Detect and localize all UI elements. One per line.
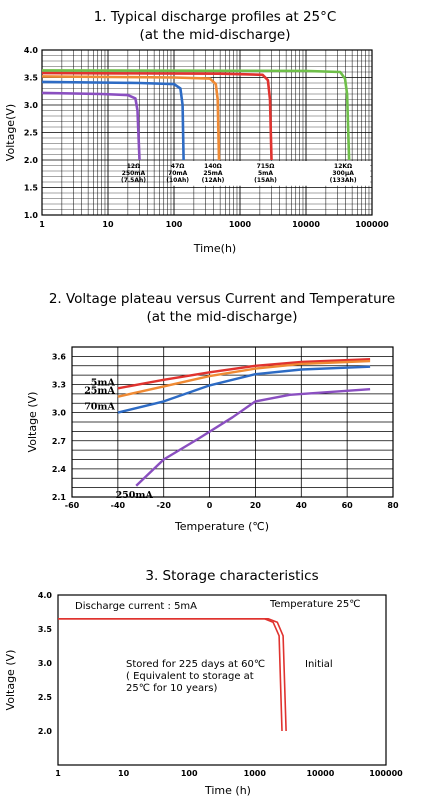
x-tick-label: 1 — [39, 220, 45, 229]
label-strip — [172, 161, 370, 186]
chart-subtitle: (at the mid-discharge) — [140, 27, 291, 43]
y-tick-label: 2.1 — [52, 493, 67, 502]
y-tick-label: 2.0 — [24, 156, 39, 165]
y-tick-label: 3.0 — [52, 409, 67, 418]
y-axis-label: Voltage(V) — [4, 104, 17, 161]
annotation-discharge-current: Discharge current : 5mA — [75, 601, 197, 612]
y-tick-label: 1.0 — [24, 211, 39, 220]
x-tick-label: 1000 — [244, 769, 267, 778]
x-tick-label: 100 — [181, 769, 198, 778]
y-tick-label: 2.7 — [52, 437, 66, 446]
y-tick-label: 3.5 — [38, 625, 53, 634]
annotation-temperature: Temperature 25℃ — [269, 599, 360, 610]
series-line-4 — [135, 388, 371, 487]
y-tick-label: 2.0 — [38, 727, 53, 736]
series-label: 250mA — [116, 490, 154, 501]
series-label: 25mA — [84, 386, 115, 397]
chart-discharge-profiles: 1. Typical discharge profiles at 25°C (at… — [4, 9, 389, 255]
x-tick-label: 100000 — [369, 769, 403, 778]
series-line-2 — [41, 80, 185, 161]
series-line-1 — [117, 358, 371, 390]
series-label: 70mA — [168, 170, 188, 177]
plot-frame — [71, 346, 394, 498]
series-label: (10Ah) — [166, 177, 189, 184]
y-tick-label: 3.6 — [52, 352, 67, 361]
series-line-2 — [117, 359, 371, 398]
y-tick-label: 4.0 — [38, 591, 53, 600]
series-label: (15Ah) — [254, 177, 277, 184]
y-tick-label: 4.0 — [24, 46, 39, 55]
x-tick-label: 10000 — [306, 769, 334, 778]
plot-frame — [41, 49, 373, 216]
series-line-2 — [58, 618, 283, 732]
x-tick-label: -20 — [156, 501, 171, 510]
x-tick-label: 100000 — [355, 220, 389, 229]
chart-title: 2. Voltage plateau versus Current and Te… — [49, 291, 395, 307]
series-line-1 — [41, 91, 141, 161]
y-tick-label: 3.0 — [24, 101, 39, 110]
series-label: 25mA — [203, 170, 223, 177]
series-label: 5mA — [258, 170, 273, 177]
series-line-4 — [41, 71, 273, 161]
x-tick-label: 10 — [102, 220, 114, 229]
y-tick-label: 2.4 — [52, 465, 67, 474]
annotation-stored: ( Equivalent to storage at — [126, 671, 254, 682]
annotation-stored: Stored for 225 days at 60℃ — [126, 659, 265, 670]
plot-frame — [57, 594, 387, 766]
chart-title: 1. Typical discharge profiles at 25°C — [94, 9, 337, 25]
y-tick-label: 3.3 — [52, 381, 66, 390]
y-axis-label: Voltage (V) — [26, 392, 39, 453]
y-axis-label: Voltage (V) — [4, 650, 17, 711]
x-tick-label: 60 — [342, 501, 354, 510]
x-tick-label: 10000 — [292, 220, 320, 229]
y-tick-label: 2.5 — [38, 693, 53, 702]
x-tick-label: -60 — [65, 501, 80, 510]
series-label: 47Ω — [171, 163, 184, 170]
series-label: (133Ah) — [330, 177, 357, 184]
y-tick-label: 2.5 — [24, 129, 39, 138]
y-tick-label: 1.5 — [24, 184, 39, 193]
series-label: (7.5Ah) — [121, 177, 146, 184]
series-label: 70mA — [84, 402, 115, 413]
series-line-5 — [41, 69, 351, 161]
chart-voltage-plateau: 2. Voltage plateau versus Current and Te… — [26, 291, 399, 533]
series-label: 250mA — [122, 170, 146, 177]
x-axis-label: Time (h) — [204, 784, 251, 797]
series-label: 12Ω — [127, 163, 140, 170]
chart-subtitle: (at the mid-discharge) — [147, 309, 298, 325]
series-label: 12KΩ — [334, 163, 352, 170]
x-axis-label: Time(h) — [193, 242, 236, 255]
x-axis-label: Temperature (℃) — [174, 520, 269, 533]
series-label: 140Ω — [204, 163, 222, 170]
x-tick-label: 100 — [166, 220, 183, 229]
series-line-3 — [41, 75, 221, 161]
x-tick-label: 1 — [55, 769, 61, 778]
chart-title: 3. Storage characteristics — [145, 568, 318, 584]
series-line-3 — [117, 365, 371, 414]
chart-storage: 3. Storage characteristics 2.0 2.5 3.0 3.5 4.… — [4, 568, 403, 797]
x-tick-label: 80 — [387, 501, 399, 510]
y-tick-label: 3.0 — [38, 659, 53, 668]
series-label: (12Ah) — [202, 177, 225, 184]
annotation-initial: Initial — [305, 659, 333, 670]
series-label: 5mA — [91, 377, 116, 388]
y-tick-label: 3.5 — [24, 74, 39, 83]
series-label: 715Ω — [257, 163, 275, 170]
annotation-stored: 25℃ for 10 years) — [126, 683, 217, 694]
x-tick-label: 1000 — [229, 220, 252, 229]
x-tick-label: 10 — [118, 769, 130, 778]
x-tick-label: 40 — [296, 501, 308, 510]
x-tick-label: 0 — [207, 501, 213, 510]
x-tick-label: 20 — [250, 501, 262, 510]
series-label: 300μA — [332, 170, 354, 177]
x-tick-label: -40 — [111, 501, 126, 510]
